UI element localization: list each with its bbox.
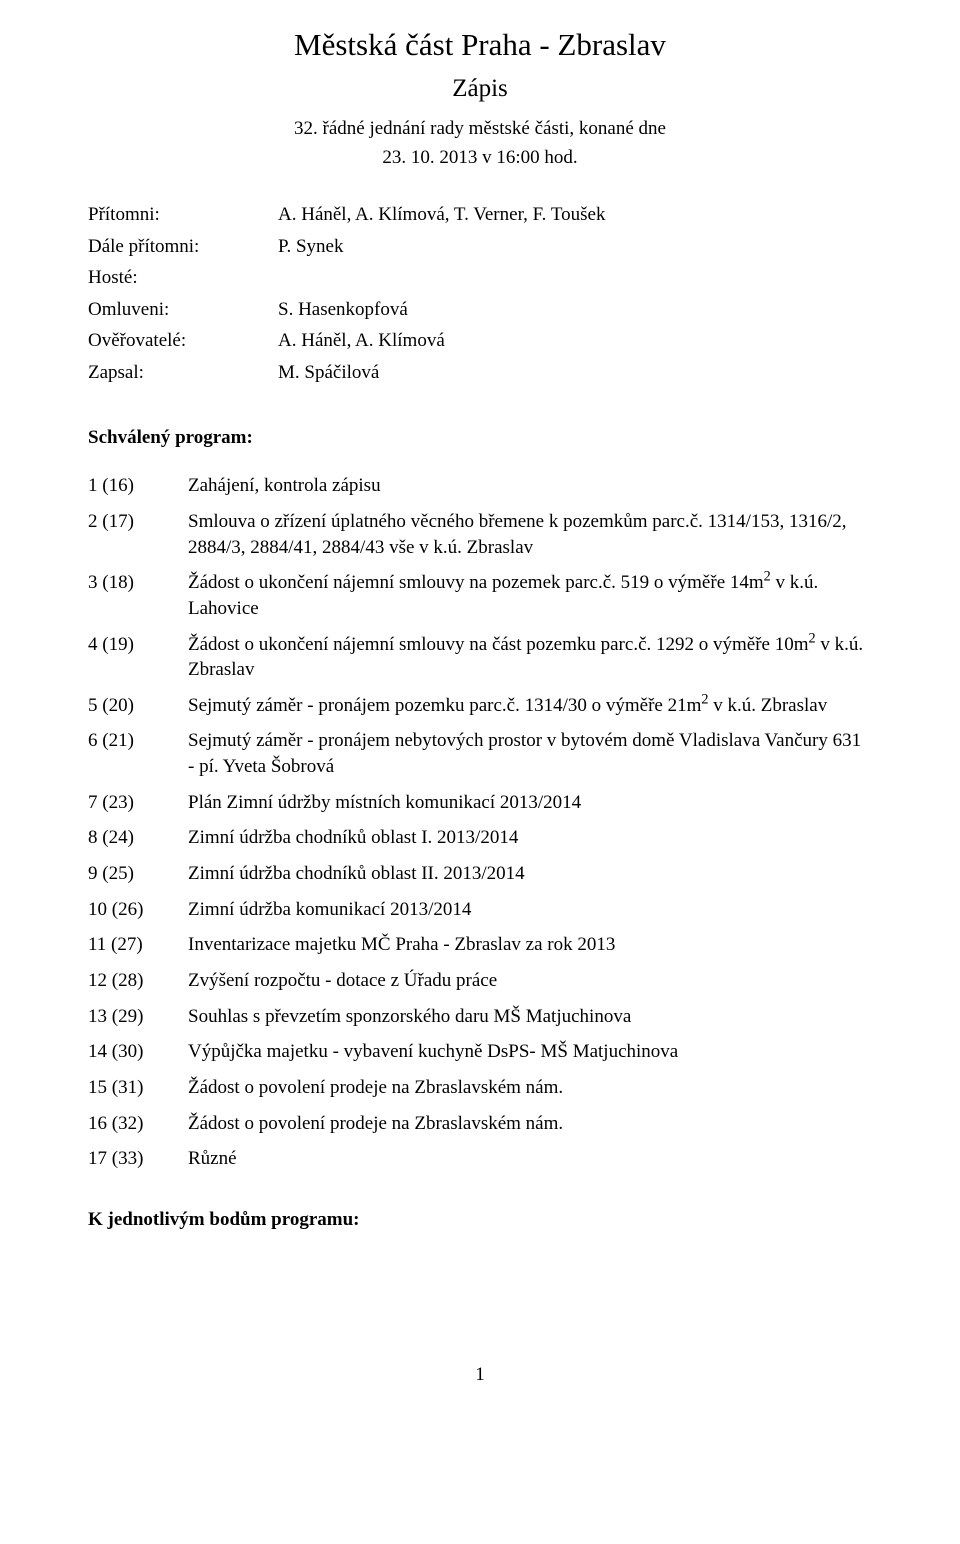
agenda-number: 3 (18) <box>88 565 188 626</box>
agenda-row: 3 (18)Žádost o ukončení nájemní smlouvy … <box>88 565 872 626</box>
agenda-text: Sejmutý záměr - pronájem nebytových pros… <box>188 723 872 784</box>
agenda-row: 6 (21)Sejmutý záměr - pronájem nebytovýc… <box>88 723 872 784</box>
agenda-number: 11 (27) <box>88 927 188 963</box>
agenda-number: 6 (21) <box>88 723 188 784</box>
superscript: 2 <box>764 569 771 585</box>
agenda-table: 1 (16)Zahájení, kontrola zápisu2 (17)Sml… <box>88 468 872 1176</box>
agenda-number: 10 (26) <box>88 892 188 928</box>
document-subtitle: Zápis <box>88 72 872 106</box>
agenda-text: Žádost o ukončení nájemní smlouvy na poz… <box>188 565 872 626</box>
agenda-row: 11 (27)Inventarizace majetku MČ Praha - … <box>88 927 872 963</box>
agenda-number: 15 (31) <box>88 1070 188 1106</box>
meta-value: M. Spáčilová <box>278 357 605 389</box>
meta-label: Ověřovatelé: <box>88 325 278 357</box>
agenda-row: 9 (25)Zimní údržba chodníků oblast II. 2… <box>88 856 872 892</box>
meeting-line: 32. řádné jednání rady městské části, ko… <box>88 116 872 142</box>
meta-value: S. Hasenkopfová <box>278 294 605 326</box>
agenda-number: 8 (24) <box>88 820 188 856</box>
agenda-text: Žádost o povolení prodeje na Zbraslavské… <box>188 1070 872 1106</box>
meta-row: Dále přítomni:P. Synek <box>88 231 605 263</box>
agenda-row: 10 (26)Zimní údržba komunikací 2013/2014 <box>88 892 872 928</box>
meta-value: A. Háněl, A. Klímová <box>278 325 605 357</box>
meeting-date: 23. 10. 2013 v 16:00 hod. <box>88 145 872 171</box>
agenda-number: 5 (20) <box>88 688 188 724</box>
agenda-number: 2 (17) <box>88 504 188 565</box>
meta-row: Zapsal:M. Spáčilová <box>88 357 605 389</box>
agenda-text: Žádost o ukončení nájemní smlouvy na čás… <box>188 627 872 688</box>
footer-heading: K jednotlivým bodům programu: <box>88 1207 872 1233</box>
agenda-row: 17 (33)Různé <box>88 1141 872 1177</box>
agenda-text: Zahájení, kontrola zápisu <box>188 468 872 504</box>
program-heading: Schválený program: <box>88 425 872 451</box>
agenda-text: Souhlas s převzetím sponzorského daru MŠ… <box>188 999 872 1035</box>
agenda-number: 1 (16) <box>88 468 188 504</box>
meta-label: Zapsal: <box>88 357 278 389</box>
agenda-number: 9 (25) <box>88 856 188 892</box>
meta-table: Přítomni:A. Háněl, A. Klímová, T. Verner… <box>88 199 605 389</box>
agenda-text: Zvýšení rozpočtu - dotace z Úřadu práce <box>188 963 872 999</box>
agenda-row: 14 (30)Výpůjčka majetku - vybavení kuchy… <box>88 1034 872 1070</box>
agenda-text: Sejmutý záměr - pronájem pozemku parc.č.… <box>188 688 872 724</box>
meta-value: P. Synek <box>278 231 605 263</box>
agenda-text: Zimní údržba komunikací 2013/2014 <box>188 892 872 928</box>
agenda-text: Žádost o povolení prodeje na Zbraslavské… <box>188 1106 872 1142</box>
agenda-row: 2 (17)Smlouva o zřízení úplatného věcnéh… <box>88 504 872 565</box>
agenda-row: 16 (32)Žádost o povolení prodeje na Zbra… <box>88 1106 872 1142</box>
agenda-text: Plán Zimní údržby místních komunikací 20… <box>188 785 872 821</box>
agenda-row: 4 (19)Žádost o ukončení nájemní smlouvy … <box>88 627 872 688</box>
agenda-text: Různé <box>188 1141 872 1177</box>
agenda-row: 8 (24)Zimní údržba chodníků oblast I. 20… <box>88 820 872 856</box>
agenda-text: Inventarizace majetku MČ Praha - Zbrasla… <box>188 927 872 963</box>
meta-value <box>278 262 605 294</box>
agenda-row: 15 (31)Žádost o povolení prodeje na Zbra… <box>88 1070 872 1106</box>
superscript: 2 <box>701 692 708 708</box>
meta-row: Hosté: <box>88 262 605 294</box>
agenda-text: Smlouva o zřízení úplatného věcného břem… <box>188 504 872 565</box>
agenda-row: 7 (23)Plán Zimní údržby místních komunik… <box>88 785 872 821</box>
superscript: 2 <box>809 630 816 646</box>
meta-row: Omluveni:S. Hasenkopfová <box>88 294 605 326</box>
agenda-row: 13 (29)Souhlas s převzetím sponzorského … <box>88 999 872 1035</box>
agenda-number: 7 (23) <box>88 785 188 821</box>
agenda-number: 4 (19) <box>88 627 188 688</box>
agenda-number: 16 (32) <box>88 1106 188 1142</box>
page-number: 1 <box>88 1362 872 1388</box>
agenda-number: 12 (28) <box>88 963 188 999</box>
agenda-number: 13 (29) <box>88 999 188 1035</box>
agenda-row: 5 (20)Sejmutý záměr - pronájem pozemku p… <box>88 688 872 724</box>
agenda-text: Zimní údržba chodníků oblast II. 2013/20… <box>188 856 872 892</box>
meta-value: A. Háněl, A. Klímová, T. Verner, F. Touš… <box>278 199 605 231</box>
document-title: Městská část Praha - Zbraslav <box>88 24 872 66</box>
meta-label: Dále přítomni: <box>88 231 278 263</box>
meta-row: Ověřovatelé:A. Háněl, A. Klímová <box>88 325 605 357</box>
agenda-number: 14 (30) <box>88 1034 188 1070</box>
agenda-row: 12 (28)Zvýšení rozpočtu - dotace z Úřadu… <box>88 963 872 999</box>
agenda-number: 17 (33) <box>88 1141 188 1177</box>
agenda-row: 1 (16)Zahájení, kontrola zápisu <box>88 468 872 504</box>
agenda-text: Zimní údržba chodníků oblast I. 2013/201… <box>188 820 872 856</box>
meta-label: Omluveni: <box>88 294 278 326</box>
meta-label: Přítomni: <box>88 199 278 231</box>
meta-row: Přítomni:A. Háněl, A. Klímová, T. Verner… <box>88 199 605 231</box>
agenda-text: Výpůjčka majetku - vybavení kuchyně DsPS… <box>188 1034 872 1070</box>
meta-label: Hosté: <box>88 262 278 294</box>
